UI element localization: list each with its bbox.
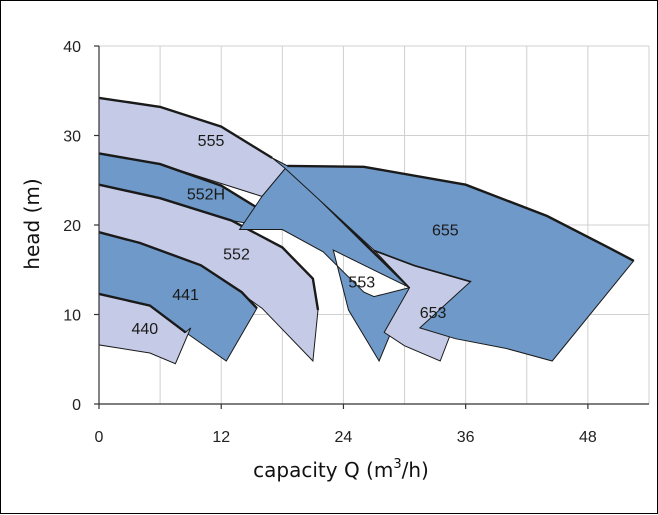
tick-labels: 0 12 24 36 48 0 10 20 30 40 xyxy=(63,39,597,446)
region-553 xyxy=(238,165,411,363)
x-tick-label: 12 xyxy=(212,429,230,446)
x-tick-label: 0 xyxy=(95,429,104,446)
region-label: 440 xyxy=(131,321,158,338)
region-label: 552 xyxy=(223,247,250,264)
y-tick-label: 30 xyxy=(63,129,81,146)
region-555-curve xyxy=(98,96,273,159)
x-tick-label: 36 xyxy=(457,429,475,446)
region-441-curve xyxy=(98,231,258,310)
x-axis-label: capacity Q (m3/h) xyxy=(253,457,429,482)
y-tick-label: 0 xyxy=(72,397,81,414)
x-tick-label: 48 xyxy=(579,429,597,446)
y-tick-label: 20 xyxy=(63,218,81,235)
x-tick-label: 24 xyxy=(335,429,353,446)
axes xyxy=(94,45,649,409)
region-label: 553 xyxy=(348,274,375,291)
region-label: 552H xyxy=(187,187,225,204)
y-tick-label: 40 xyxy=(63,39,81,56)
y-tick-label: 10 xyxy=(63,308,81,325)
region-552-curve xyxy=(98,183,320,311)
y-axis-label: head (m) xyxy=(20,178,44,269)
region-655 xyxy=(271,157,635,362)
region-label: 555 xyxy=(198,133,225,150)
region-label: 653 xyxy=(420,305,447,322)
region-440-curve xyxy=(98,292,187,334)
region-label: 655 xyxy=(432,222,459,239)
region-label: 441 xyxy=(172,287,199,304)
pump-regions: 555 552H 552 441 440 553 653 655 xyxy=(98,96,635,365)
region-655-curve xyxy=(287,164,635,262)
